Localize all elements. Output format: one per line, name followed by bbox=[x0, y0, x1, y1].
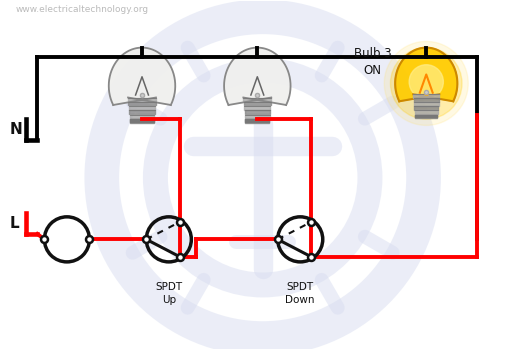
Polygon shape bbox=[109, 48, 175, 105]
Text: Bulb 3
ON: Bulb 3 ON bbox=[354, 47, 392, 77]
Text: SPDT
Up: SPDT Up bbox=[155, 282, 183, 304]
Circle shape bbox=[409, 65, 444, 99]
Circle shape bbox=[391, 48, 462, 119]
Text: www.electricaltechnology.org: www.electricaltechnology.org bbox=[16, 5, 149, 14]
Text: SPDT
Down: SPDT Down bbox=[285, 282, 315, 304]
Circle shape bbox=[384, 41, 468, 125]
Polygon shape bbox=[224, 48, 291, 105]
Polygon shape bbox=[395, 48, 458, 101]
Text: L: L bbox=[9, 216, 19, 231]
Text: N: N bbox=[9, 122, 22, 137]
